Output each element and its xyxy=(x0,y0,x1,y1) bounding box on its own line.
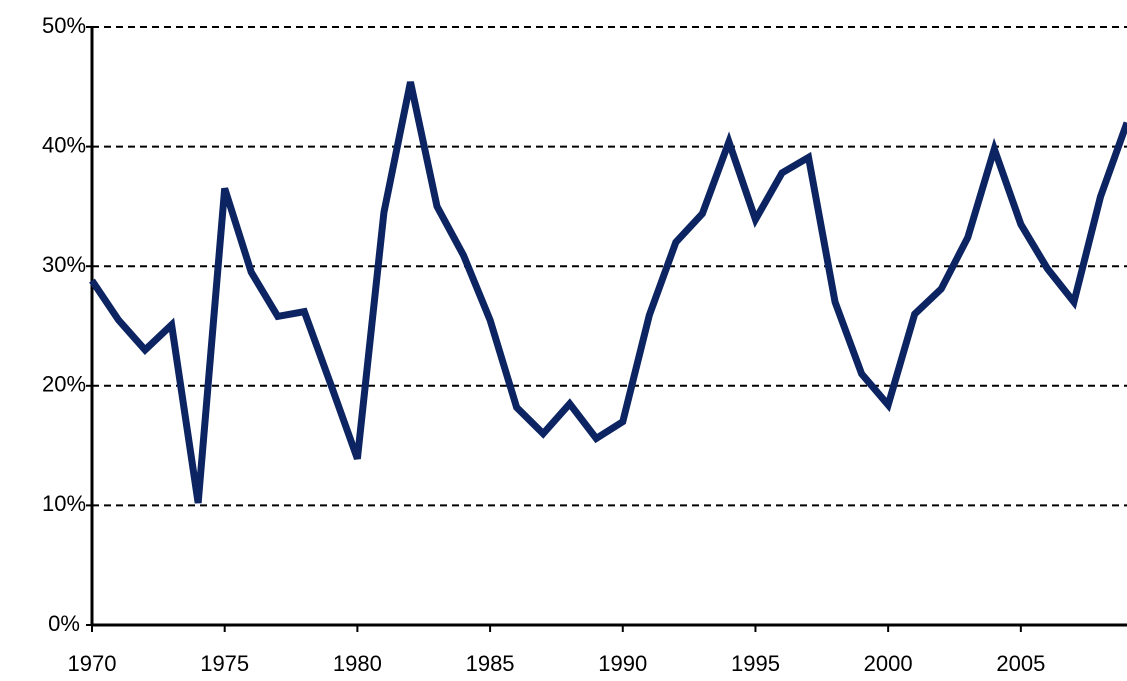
x-tick-label: 1985 xyxy=(466,651,515,676)
x-tick-label: 2000 xyxy=(864,651,913,676)
y-tick-label: 0% xyxy=(48,611,80,636)
x-tick-label: 1990 xyxy=(598,651,647,676)
x-tick-label: 2005 xyxy=(996,651,1045,676)
y-tick-label: 50% xyxy=(42,13,86,38)
x-tick-label: 1995 xyxy=(731,651,780,676)
x-tick-label: 1980 xyxy=(333,651,382,676)
x-tick-label: 1975 xyxy=(200,651,249,676)
y-tick-label: 30% xyxy=(42,252,86,277)
data-line xyxy=(89,81,1127,504)
x-tick-label: 1970 xyxy=(68,651,117,676)
y-tick-label: 20% xyxy=(42,372,86,397)
y-tick-label: 40% xyxy=(42,132,86,157)
y-tick-label: 10% xyxy=(42,491,86,516)
